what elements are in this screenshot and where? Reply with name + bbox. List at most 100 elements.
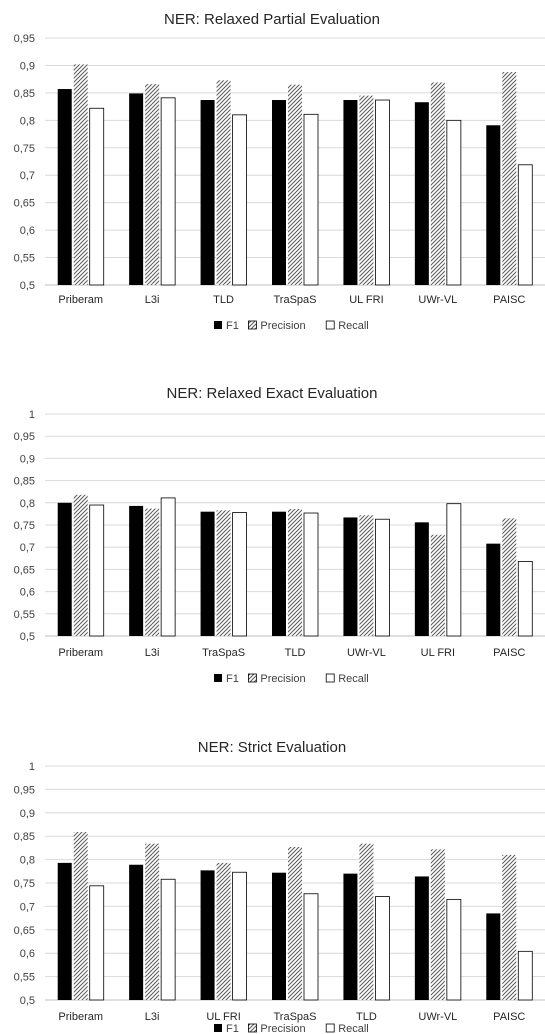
- y-tick-label: 0,85: [14, 476, 35, 488]
- category-label: TraSpaS: [273, 294, 316, 306]
- f1-bar: [486, 913, 501, 1000]
- f1-bar: [343, 517, 358, 636]
- f1-bar: [272, 872, 286, 1000]
- y-tick-label: 0,95: [14, 431, 35, 443]
- legend: F1 Precision Recall: [214, 1023, 369, 1034]
- legend-label: F1: [226, 1023, 239, 1034]
- recall-bar: [232, 871, 247, 1001]
- chart-svg: NER: Relaxed Exact Evaluation 0,5 0,55 0,6 0…: [14, 385, 545, 685]
- legend-swatch: [214, 1024, 222, 1032]
- y-tick-label: 0,75: [14, 878, 35, 890]
- precision-bar: [288, 509, 302, 636]
- y-tick-label: 0,65: [14, 925, 35, 937]
- legend-swatch: [247, 1023, 257, 1033]
- recall-bar: [303, 893, 319, 1001]
- category-label: TLD: [213, 294, 234, 306]
- chart-title: NER: Strict Evaluation: [198, 739, 346, 756]
- precision-bar: [430, 82, 445, 286]
- recall-bar: [446, 898, 462, 1001]
- f1-bar: [200, 870, 215, 1000]
- y-tick-label: 1: [29, 409, 35, 421]
- category-label: UWr-VL: [418, 294, 457, 306]
- category-label: L3i: [145, 294, 160, 306]
- legend-swatch: [325, 673, 335, 683]
- precision-bar: [73, 494, 88, 636]
- precision-bar: [502, 72, 517, 285]
- category-label: TLD: [285, 647, 306, 659]
- chart-svg: NER: Strict Evaluation 0,5 0,55 0,6 0,65 0,7 0…: [14, 739, 545, 1034]
- precision-bar: [73, 64, 88, 285]
- y-tick-label: 0,7: [20, 170, 35, 182]
- precision-bar: [145, 843, 160, 1000]
- f1-bar: [129, 864, 144, 1000]
- precision-bar: [359, 843, 374, 1000]
- f1-bar: [414, 876, 429, 1000]
- category-label: TraSpaS: [273, 1011, 316, 1023]
- category-label: UWr-VL: [418, 1011, 457, 1023]
- category-label: Priberam: [58, 647, 103, 659]
- category-label: L3i: [145, 647, 160, 659]
- precision-bar: [430, 849, 445, 1000]
- y-tick-label: 0,9: [20, 808, 35, 820]
- precision-bar: [502, 518, 517, 636]
- precision-bar: [288, 84, 302, 286]
- legend-label: Recall: [338, 1023, 369, 1034]
- y-tick-label: 0,7: [20, 542, 35, 554]
- y-tick-label: 0,95: [14, 33, 35, 45]
- f1-bar: [272, 100, 286, 285]
- legend-swatch: [325, 320, 335, 330]
- y-tick-label: 0,8: [20, 115, 35, 127]
- y-tick-label: 0,55: [14, 972, 35, 984]
- category-label: UL FRI: [421, 647, 455, 659]
- y-tick-label: 0,6: [20, 225, 35, 237]
- legend-label: Precision: [260, 1023, 305, 1034]
- chart-relaxed-exact: NER: Relaxed Exact Evaluation 0,5 0,55 0,6 0…: [0, 372, 545, 702]
- legend: F1 Precision Recall: [214, 320, 369, 332]
- recall-bar: [160, 497, 176, 637]
- y-tick-label: 0,75: [14, 520, 35, 532]
- f1-bar: [343, 100, 358, 285]
- y-tick-label: 0,9: [20, 453, 35, 465]
- y-tick-label: 0,6: [20, 948, 35, 960]
- f1-bar: [414, 102, 429, 285]
- precision-bar: [73, 831, 88, 1000]
- recall-bar: [517, 164, 533, 286]
- recall-bar: [375, 99, 390, 286]
- legend-label: F1: [226, 673, 239, 685]
- category-label: PAISC: [493, 1011, 525, 1023]
- y-tick-label: 0,55: [14, 253, 35, 265]
- y-tick-label: 0,8: [20, 855, 35, 867]
- recall-bar: [160, 878, 176, 1001]
- y-tick-label: 0,9: [20, 60, 35, 72]
- recall-bar: [375, 896, 390, 1001]
- y-tick-label: 0,65: [14, 564, 35, 576]
- chart-relaxed-partial: NER: Relaxed Partial Evaluation 0,5 0,55 0,…: [0, 0, 545, 350]
- f1-bar: [343, 873, 358, 1000]
- precision-bar: [145, 84, 160, 286]
- category-label: PAISC: [493, 647, 525, 659]
- recall-bar: [446, 119, 462, 286]
- legend-swatch: [247, 673, 257, 683]
- y-tick-label: 0,75: [14, 143, 35, 155]
- y-tick-label: 0,55: [14, 609, 35, 621]
- f1-bar: [414, 522, 429, 636]
- y-tick-label: 0,7: [20, 901, 35, 913]
- precision-bar: [502, 854, 517, 1000]
- precision-bar: [216, 80, 231, 286]
- y-tick-label: 0,85: [14, 831, 35, 843]
- category-label: L3i: [145, 1011, 160, 1023]
- precision-bar: [145, 508, 160, 636]
- f1-bar: [200, 511, 215, 636]
- recall-bar: [160, 97, 176, 286]
- legend-label: Precision: [260, 320, 305, 332]
- f1-bar: [57, 89, 72, 286]
- precision-bar: [359, 95, 374, 285]
- chart-title: NER: Relaxed Exact Evaluation: [167, 385, 378, 402]
- f1-bar: [129, 93, 144, 285]
- recall-bar: [232, 512, 247, 637]
- f1-bar: [486, 543, 501, 636]
- legend-label: F1: [226, 320, 239, 332]
- recall-bar: [303, 113, 319, 286]
- recall-bar: [303, 512, 319, 637]
- legend-label: Precision: [260, 673, 305, 685]
